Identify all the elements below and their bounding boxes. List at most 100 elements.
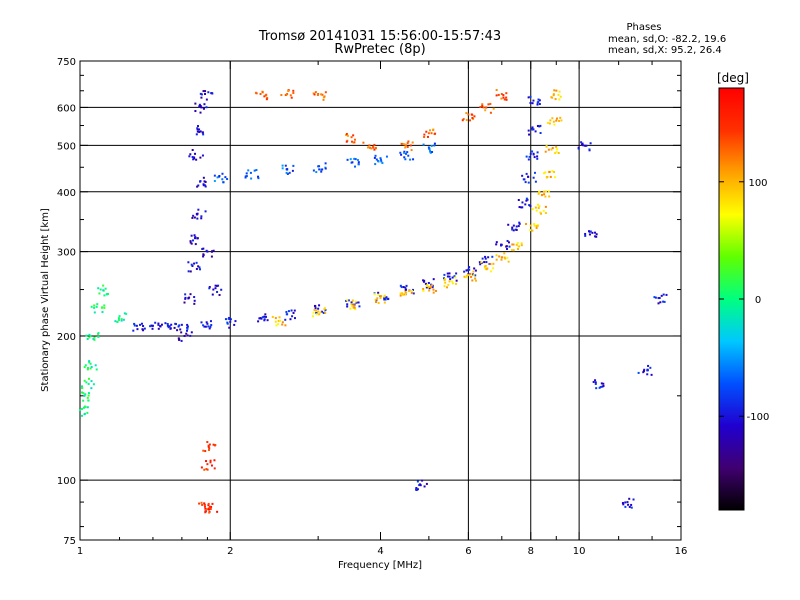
data-point — [257, 177, 260, 180]
data-point — [352, 304, 355, 307]
data-point — [196, 185, 199, 188]
data-point — [313, 93, 316, 96]
data-point — [203, 468, 206, 471]
data-point — [311, 315, 314, 318]
axis-ticks: 1 2 4 6 8 10 16 750 600 500 400 300 200 100 75 — [57, 57, 687, 557]
data-point — [350, 303, 353, 306]
data-point — [372, 145, 375, 148]
data-point — [415, 487, 418, 490]
data-point — [317, 310, 320, 313]
data-point — [196, 217, 199, 220]
data-point — [114, 320, 117, 323]
data-point — [425, 130, 428, 133]
data-point — [93, 336, 96, 339]
data-point — [320, 170, 323, 173]
data-point — [206, 441, 209, 444]
data-point — [180, 331, 183, 334]
y-tick-label: 100 — [57, 476, 76, 487]
data-point — [531, 102, 534, 105]
data-point — [624, 505, 627, 508]
data-point — [323, 95, 326, 98]
data-point — [103, 306, 106, 309]
data-point — [253, 169, 256, 172]
data-point — [83, 366, 86, 369]
data-point — [381, 162, 384, 165]
data-point — [157, 323, 160, 326]
data-point — [546, 175, 549, 178]
data-point — [195, 158, 198, 161]
data-point — [90, 387, 93, 390]
data-point — [118, 315, 121, 318]
data-point — [531, 208, 534, 211]
data-point — [87, 377, 90, 380]
data-point — [463, 270, 466, 273]
data-point — [418, 484, 421, 487]
data-point — [451, 282, 454, 285]
data-point — [185, 329, 188, 332]
data-point — [200, 93, 203, 96]
data-point — [577, 147, 580, 150]
data-point — [588, 230, 591, 233]
x-tick-label: 1 — [77, 546, 83, 557]
data-point — [190, 242, 193, 245]
data-point — [290, 309, 293, 312]
data-point — [517, 248, 520, 251]
data-point — [549, 175, 552, 178]
data-point — [218, 175, 221, 178]
data-point — [351, 305, 354, 308]
data-point — [285, 310, 288, 313]
data-point — [489, 111, 492, 114]
data-point — [88, 360, 91, 363]
data-point — [202, 107, 205, 110]
data-point — [190, 263, 193, 266]
data-point — [314, 309, 317, 312]
data-point — [179, 328, 182, 331]
data-point — [143, 327, 146, 330]
data-point — [383, 296, 386, 299]
data-point — [101, 311, 104, 314]
data-point — [551, 170, 554, 173]
data-point — [214, 284, 217, 287]
data-point — [384, 297, 387, 300]
data-point — [524, 203, 527, 206]
data-point — [474, 277, 477, 280]
data-point — [85, 334, 88, 337]
data-point — [384, 298, 387, 301]
data-point — [351, 161, 354, 164]
data-point — [529, 95, 532, 98]
data-point — [480, 261, 483, 264]
data-point — [88, 336, 91, 339]
data-point — [517, 245, 520, 248]
data-point — [405, 284, 408, 287]
data-point — [99, 288, 102, 291]
data-point — [518, 206, 521, 209]
data-point — [508, 245, 511, 248]
data-point — [516, 242, 519, 245]
data-point — [539, 131, 542, 134]
data-point — [173, 326, 176, 329]
data-point — [537, 98, 540, 101]
data-point — [432, 291, 435, 294]
data-point — [525, 197, 528, 200]
data-point — [205, 460, 208, 463]
data-point — [529, 224, 532, 227]
data-point — [214, 287, 217, 290]
data-point — [209, 507, 212, 510]
data-point — [178, 338, 181, 341]
y-tick-label: 200 — [57, 332, 76, 343]
data-point — [200, 215, 203, 218]
data-point — [593, 235, 596, 238]
data-point — [200, 466, 203, 469]
data-point — [189, 153, 192, 156]
data-point — [580, 141, 583, 144]
data-point — [249, 171, 252, 174]
data-point — [139, 323, 142, 326]
data-point — [286, 172, 289, 175]
data-point — [247, 169, 250, 172]
data-point — [544, 190, 547, 193]
data-point — [207, 504, 210, 507]
data-point — [87, 382, 90, 385]
data-point — [409, 158, 412, 161]
data-point — [192, 158, 195, 161]
